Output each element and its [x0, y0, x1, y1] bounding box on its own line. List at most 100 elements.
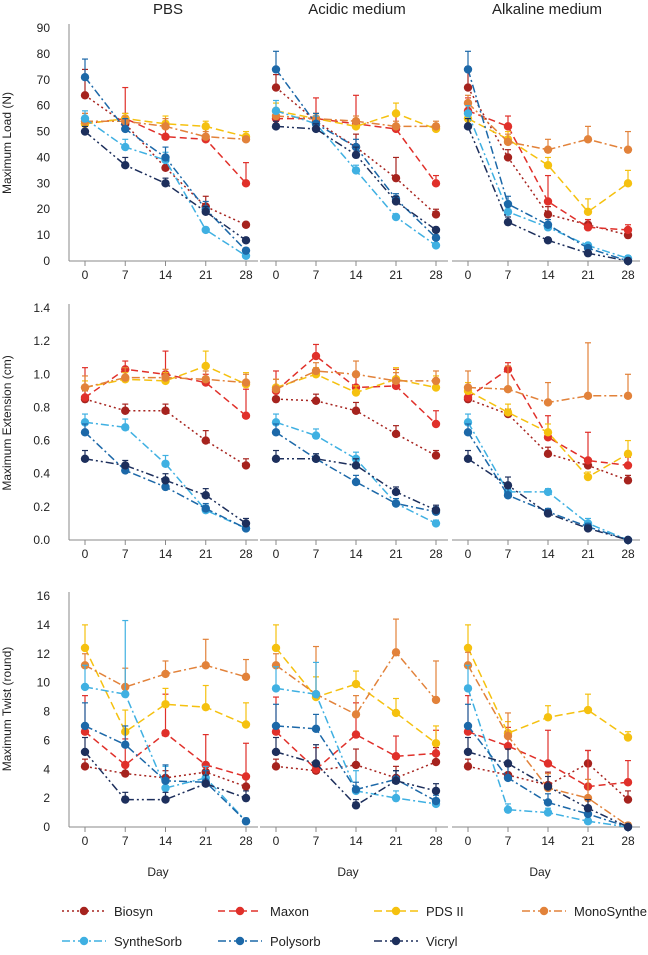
legend-marker [235, 936, 245, 946]
data-point [241, 220, 251, 229]
series-monosynthe [271, 618, 441, 719]
data-point [351, 406, 361, 415]
data-point [463, 747, 473, 757]
series-pds-ii [271, 624, 441, 748]
series-vicryl [80, 125, 251, 245]
series-line [275, 431, 437, 513]
legend-item-biosyn: Biosyn [62, 904, 153, 919]
data-point [311, 724, 321, 734]
panel-load-pbs: 0 7 14 21 28 [68, 24, 258, 282]
series-pds-ii [463, 624, 633, 742]
data-point [543, 398, 553, 407]
data-point [241, 246, 251, 255]
series-biosyn [271, 388, 441, 460]
series-line [275, 731, 437, 771]
data-point [463, 393, 473, 402]
data-point [271, 747, 281, 757]
data-point [463, 383, 473, 392]
data-point [241, 817, 251, 826]
data-point [121, 142, 130, 152]
data-point [623, 449, 633, 459]
series-vicryl [463, 736, 633, 832]
data-point [271, 83, 281, 92]
legend-item-maxon: Maxon [218, 904, 309, 919]
y-tick-label: 16 [37, 589, 51, 603]
series-line [467, 421, 629, 541]
data-point [623, 795, 633, 804]
series-line [84, 365, 247, 389]
y-tick-label: 1.0 [33, 367, 50, 381]
data-point [583, 391, 593, 401]
data-point [431, 376, 441, 386]
x-tick-label: 28 [621, 268, 635, 282]
data-point [241, 461, 251, 470]
data-point [271, 394, 281, 404]
data-point [543, 197, 553, 206]
data-point [463, 643, 473, 653]
data-point [623, 256, 633, 266]
data-point [201, 436, 210, 445]
data-point [241, 793, 251, 803]
y-tick-label: 70 [37, 73, 51, 87]
data-point [503, 481, 513, 490]
y-tick-label: 10 [37, 228, 51, 242]
data-point [583, 705, 593, 715]
data-point [543, 782, 553, 791]
x-tick-label: 7 [313, 268, 320, 282]
data-point [543, 236, 553, 245]
data-point [463, 684, 473, 693]
legend-label: Polysorb [270, 934, 321, 949]
x-tick-label: 7 [122, 268, 129, 282]
data-point [543, 509, 553, 518]
x-tick-label: 14 [159, 268, 173, 282]
column-title-pbs: PBS [153, 1, 183, 18]
data-point [391, 429, 401, 439]
data-point [583, 456, 593, 465]
panel-twist-pbs: 0 7 14 21 28 [68, 592, 258, 848]
data-point [311, 689, 321, 699]
data-point [583, 135, 593, 144]
data-point [121, 760, 130, 770]
y-tick-label: 0 [43, 820, 50, 834]
data-point [80, 721, 90, 731]
data-point [431, 786, 441, 796]
y-tick-label: 6 [43, 733, 50, 747]
legend-marker [79, 906, 89, 916]
data-point [241, 772, 251, 781]
data-point [583, 809, 593, 819]
data-point [161, 459, 170, 468]
data-point [161, 153, 170, 162]
data-point [623, 145, 633, 154]
x-tick-label: 21 [199, 547, 213, 561]
xlabel-acidic: Day [337, 865, 358, 879]
data-point [431, 451, 441, 460]
data-point [161, 163, 170, 172]
series-vicryl [271, 120, 441, 235]
data-point [80, 762, 90, 771]
ylabel-load: Maximum Load (N) [0, 92, 14, 194]
legend-marker [235, 906, 245, 916]
data-point [431, 233, 441, 242]
x-tick-label: 7 [313, 547, 320, 561]
y-tick-label: 12 [37, 647, 51, 661]
data-point [431, 695, 441, 705]
data-point [121, 740, 130, 749]
x-tick-label: 28 [239, 268, 253, 282]
x-tick-label: 21 [389, 268, 403, 282]
series-line [275, 110, 437, 130]
data-point [271, 684, 281, 693]
y-tick-label: 0.2 [33, 500, 50, 514]
data-point [543, 487, 553, 497]
data-point [391, 793, 401, 803]
x-tick-label: 14 [159, 834, 173, 848]
x-tick-label: 21 [581, 268, 595, 282]
data-point [271, 643, 281, 653]
data-point [271, 454, 281, 463]
data-point [391, 376, 401, 386]
data-point [201, 779, 210, 788]
data-point [583, 207, 593, 217]
data-point [431, 757, 441, 767]
data-point [583, 249, 593, 258]
data-point [391, 173, 401, 183]
